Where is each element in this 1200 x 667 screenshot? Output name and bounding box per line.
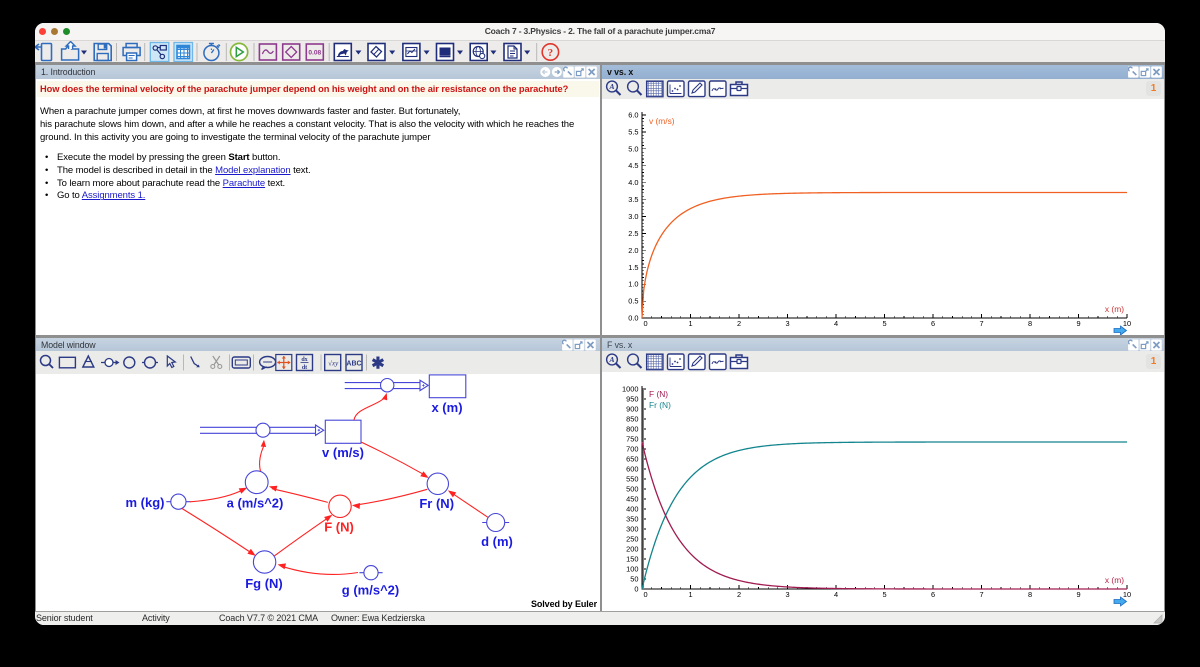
svg-text:10: 10 (1123, 319, 1131, 328)
svg-text:4: 4 (834, 319, 838, 328)
svg-text:850: 850 (626, 415, 638, 424)
svg-text:?: ? (548, 47, 554, 59)
svg-text:300: 300 (626, 525, 638, 534)
svg-text:x (m): x (m) (1105, 575, 1124, 585)
svg-text:2.0: 2.0 (628, 246, 638, 255)
svg-text:d (m): d (m) (481, 534, 513, 549)
svg-text:Fr (N): Fr (N) (419, 496, 454, 511)
svg-text:7: 7 (979, 590, 983, 599)
svg-text:750: 750 (626, 435, 638, 444)
svg-text:1.0: 1.0 (628, 280, 638, 289)
svg-text:Solved by Euler: Solved by Euler (531, 599, 598, 609)
svg-text:5.5: 5.5 (628, 127, 638, 136)
svg-text:650: 650 (626, 455, 638, 464)
svg-text:F (N): F (N) (324, 520, 354, 535)
svg-text:0.0: 0.0 (628, 314, 638, 323)
svg-text:g (m/s^2): g (m/s^2) (342, 583, 399, 598)
svg-text:500: 500 (626, 485, 638, 494)
svg-text:1: 1 (688, 590, 692, 599)
svg-text:2: 2 (737, 319, 741, 328)
svg-text:9: 9 (1076, 319, 1080, 328)
svg-text:100: 100 (626, 565, 638, 574)
svg-text:2: 2 (737, 590, 741, 599)
svg-text:550: 550 (626, 475, 638, 484)
svg-text:a (m/s^2): a (m/s^2) (227, 496, 284, 511)
svg-text:x (m): x (m) (431, 400, 462, 415)
svg-text:450: 450 (626, 495, 638, 504)
svg-text:4.5: 4.5 (628, 161, 638, 170)
svg-text:200: 200 (626, 545, 638, 554)
svg-text:1: 1 (688, 319, 692, 328)
svg-text:1.5: 1.5 (628, 263, 638, 272)
svg-text:A: A (608, 82, 614, 91)
svg-text:150: 150 (626, 555, 638, 564)
svg-text:6: 6 (931, 590, 935, 599)
svg-text:4.0: 4.0 (628, 178, 638, 187)
svg-text:Fr (N): Fr (N) (649, 400, 671, 410)
svg-text:5: 5 (882, 319, 886, 328)
svg-text:0.5: 0.5 (628, 297, 638, 306)
svg-text:250: 250 (626, 535, 638, 544)
svg-text:A: A (608, 355, 614, 364)
svg-text:√xy: √xy (328, 360, 339, 368)
svg-text:dx: dx (301, 357, 307, 363)
svg-text:5.0: 5.0 (628, 144, 638, 153)
svg-text:3: 3 (785, 590, 789, 599)
svg-text:✱: ✱ (371, 356, 384, 373)
svg-text:3.5: 3.5 (628, 195, 638, 204)
svg-text:800: 800 (626, 425, 638, 434)
svg-text:6: 6 (931, 319, 935, 328)
svg-text:3: 3 (785, 319, 789, 328)
svg-text:8: 8 (1028, 319, 1032, 328)
svg-text:Fg (N): Fg (N) (245, 576, 283, 591)
svg-text:400: 400 (626, 505, 638, 514)
svg-text:ABC: ABC (346, 360, 361, 367)
svg-text:F (N): F (N) (649, 389, 668, 399)
svg-text:0: 0 (644, 319, 648, 328)
svg-text:7: 7 (979, 319, 983, 328)
svg-text:700: 700 (626, 445, 638, 454)
svg-text:dt: dt (302, 365, 307, 371)
svg-text:m (kg): m (kg) (126, 495, 165, 510)
svg-text:900: 900 (626, 405, 638, 414)
svg-text:2.5: 2.5 (628, 229, 638, 238)
svg-text:10: 10 (1123, 590, 1131, 599)
svg-text:600: 600 (626, 465, 638, 474)
svg-text:950: 950 (626, 395, 638, 404)
svg-text:5: 5 (882, 590, 886, 599)
svg-text:3.0: 3.0 (628, 212, 638, 221)
svg-text:6.0: 6.0 (628, 111, 638, 120)
svg-text:x (m): x (m) (1105, 304, 1124, 314)
svg-text:0.08: 0.08 (308, 50, 321, 57)
svg-text:0: 0 (634, 585, 638, 594)
svg-text:0: 0 (644, 590, 648, 599)
svg-text:4: 4 (834, 590, 838, 599)
svg-text:9: 9 (1076, 590, 1080, 599)
svg-text:1000: 1000 (622, 385, 638, 394)
svg-text:v (m/s): v (m/s) (322, 445, 364, 460)
svg-text:350: 350 (626, 515, 638, 524)
svg-text:v (m/s): v (m/s) (649, 116, 675, 126)
svg-text:8: 8 (1028, 590, 1032, 599)
svg-text:50: 50 (630, 575, 638, 584)
